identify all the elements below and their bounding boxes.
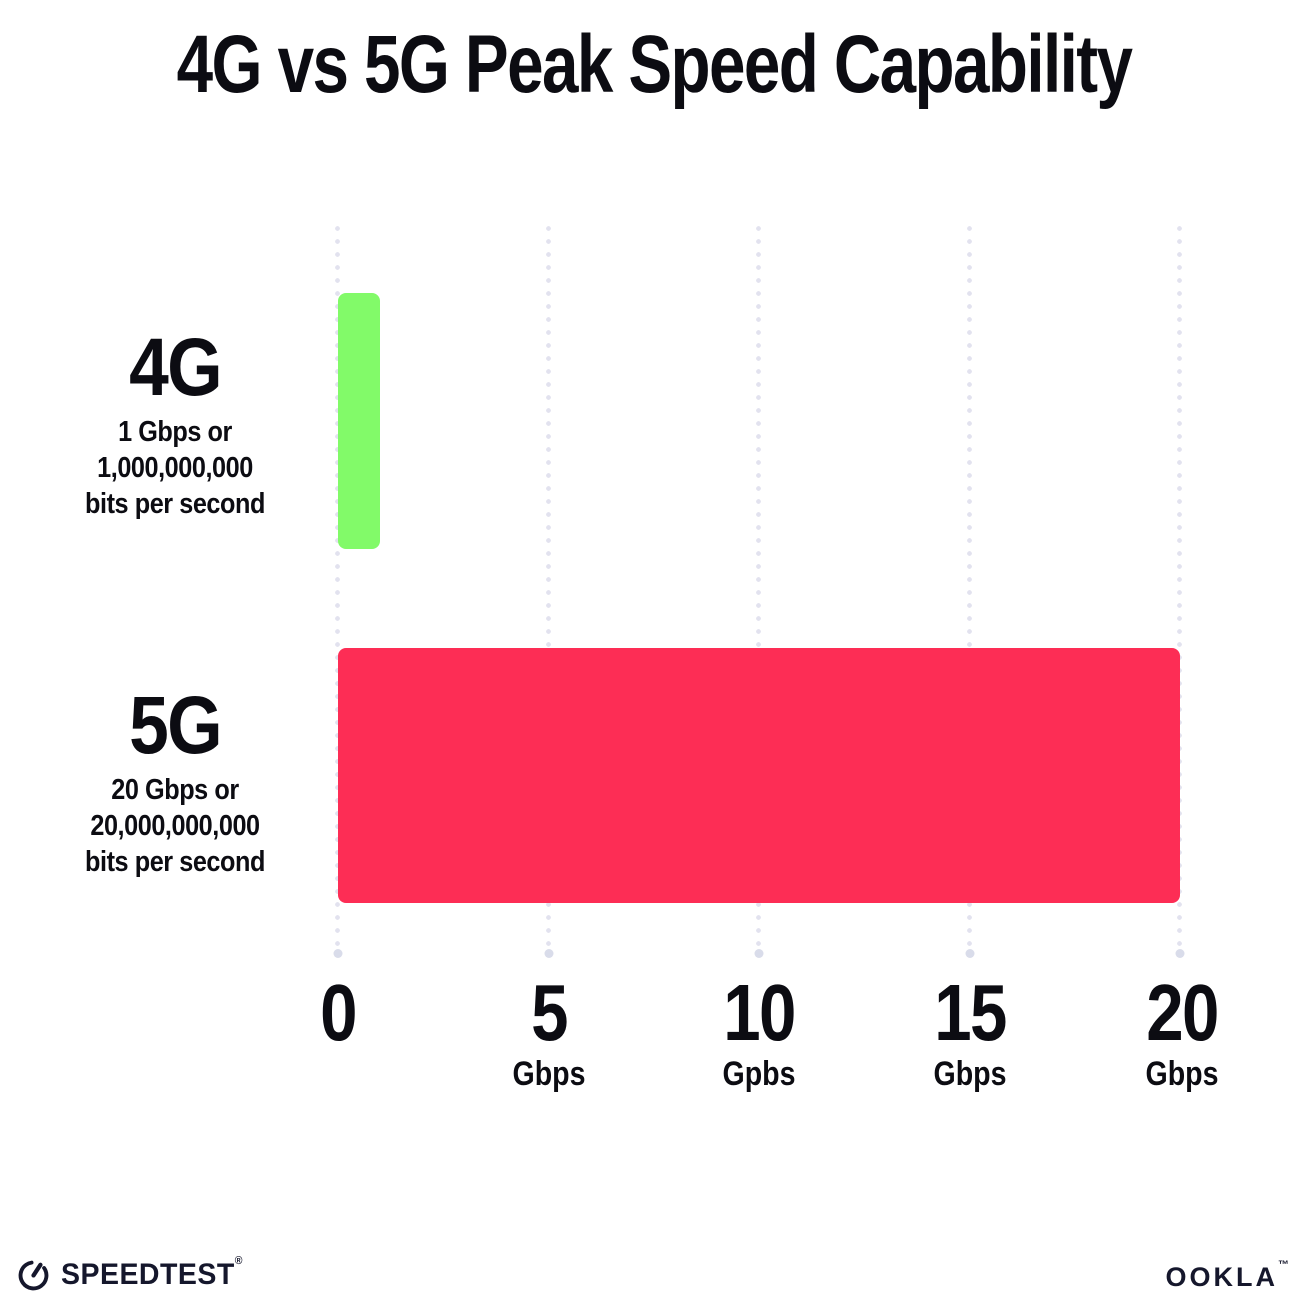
category-subline: bits per second (85, 488, 265, 520)
category-label-5g: 5G 20 Gbps or 20,000,000,000 bits per se… (37, 680, 314, 880)
x-tick-value: 15 (934, 968, 1007, 1057)
speedtest-wordmark: SPEEDTEST® (61, 1254, 243, 1291)
ookla-logo: OOKLA™ (1165, 1259, 1293, 1293)
category-subline: 20 Gbps or (111, 774, 239, 806)
x-tick-15: 15 Gbps (869, 968, 1071, 1093)
x-tick-20: 20 Gbps (1081, 968, 1283, 1093)
gridline-10 (756, 222, 761, 946)
x-tick-0: 0 (237, 968, 439, 1092)
x-tick-value: 10 (723, 968, 796, 1057)
category-subline: 1 Gbps or (118, 416, 232, 448)
x-tick-value: 5 (531, 968, 568, 1057)
x-tick-unit (237, 1056, 439, 1092)
x-tick-10: 10 Gpbs (658, 968, 860, 1093)
category-title-5g: 5G (129, 680, 222, 771)
x-tick-5: 5 Gbps (448, 968, 650, 1093)
gridline-15 (967, 222, 972, 946)
x-tick-unit: Gpbs (722, 1055, 796, 1093)
x-tick-unit: Gbps (512, 1055, 586, 1093)
bar-5g (338, 648, 1180, 903)
bar-4g (338, 293, 380, 549)
gridline-5 (546, 222, 551, 946)
ookla-trademark: ™ (1278, 1259, 1292, 1271)
chart-title: 4G vs 5G Peak Speed Capability (176, 19, 1133, 110)
category-subline: bits per second (85, 846, 265, 878)
category-title-4g: 4G (129, 322, 222, 413)
x-tick-unit: Gbps (933, 1055, 1007, 1093)
speedtest-logo: SPEEDTEST® (15, 1254, 252, 1293)
x-tick-value: 0 (320, 968, 357, 1057)
category-subline: 1,000,000,000 (97, 452, 253, 484)
ookla-wordmark: OOKLA (1165, 1262, 1278, 1292)
category-label-4g: 4G 1 Gbps or 1,000,000,000 bits per seco… (37, 322, 314, 522)
speedtest-trademark: ® (234, 1254, 243, 1267)
x-tick-value: 20 (1146, 968, 1219, 1057)
category-subline: 20,000,000,000 (90, 810, 260, 842)
gridline-0 (335, 222, 340, 946)
speedtest-gauge-icon (15, 1256, 52, 1293)
x-tick-unit: Gbps (1145, 1055, 1219, 1093)
gridline-20 (1177, 222, 1182, 946)
